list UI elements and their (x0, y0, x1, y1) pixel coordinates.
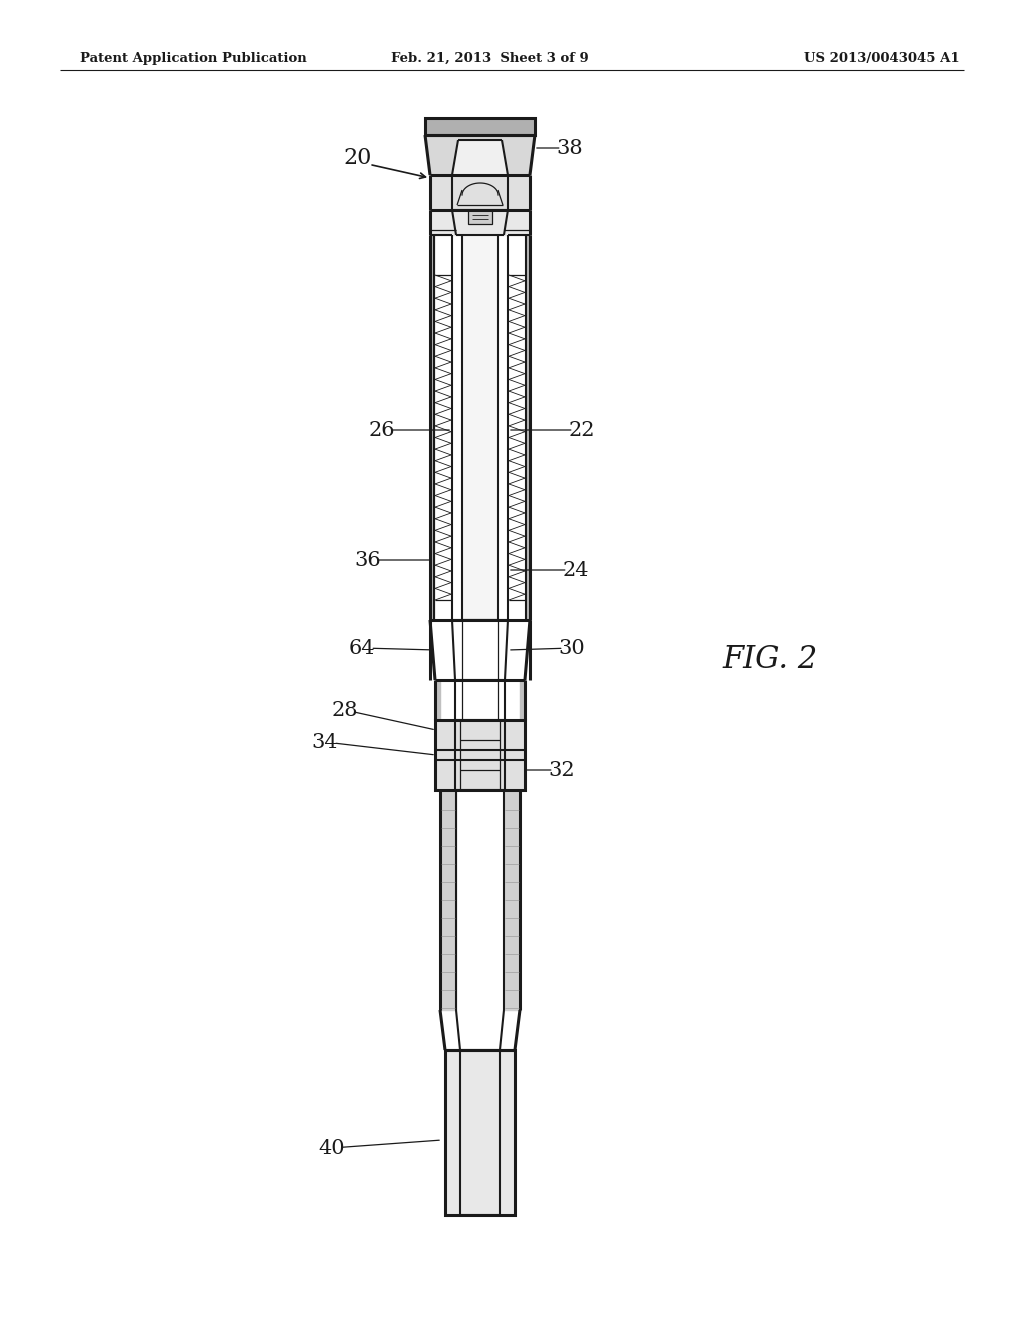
Text: 28: 28 (332, 701, 358, 719)
Bar (468, 210, 492, 224)
Text: 32: 32 (549, 760, 575, 780)
Polygon shape (452, 140, 508, 176)
Text: 64: 64 (349, 639, 375, 657)
Polygon shape (430, 235, 434, 620)
Text: 34: 34 (311, 733, 338, 751)
Polygon shape (435, 680, 440, 719)
Polygon shape (425, 135, 535, 176)
Text: 40: 40 (318, 1138, 345, 1158)
Polygon shape (440, 789, 456, 1010)
Polygon shape (526, 235, 530, 620)
Text: 38: 38 (557, 139, 584, 157)
Polygon shape (430, 210, 530, 235)
Polygon shape (462, 235, 498, 620)
Text: FIG. 2: FIG. 2 (722, 644, 817, 676)
Bar (455, 719, 505, 789)
Text: 30: 30 (559, 639, 586, 657)
Text: 22: 22 (568, 421, 595, 440)
Text: US 2013/0043045 A1: US 2013/0043045 A1 (805, 51, 961, 65)
Polygon shape (520, 680, 525, 719)
Bar (445, 1049, 515, 1214)
Polygon shape (425, 117, 535, 125)
Text: 36: 36 (354, 550, 381, 569)
Polygon shape (430, 176, 530, 210)
Polygon shape (504, 789, 520, 1010)
Text: 26: 26 (369, 421, 395, 440)
Bar (460, 1049, 500, 1214)
Bar (435, 719, 525, 789)
Text: Patent Application Publication: Patent Application Publication (80, 51, 307, 65)
Bar (425, 117, 535, 135)
Text: Feb. 21, 2013  Sheet 3 of 9: Feb. 21, 2013 Sheet 3 of 9 (391, 51, 589, 65)
Text: 20: 20 (344, 147, 372, 169)
Text: 24: 24 (563, 561, 589, 579)
